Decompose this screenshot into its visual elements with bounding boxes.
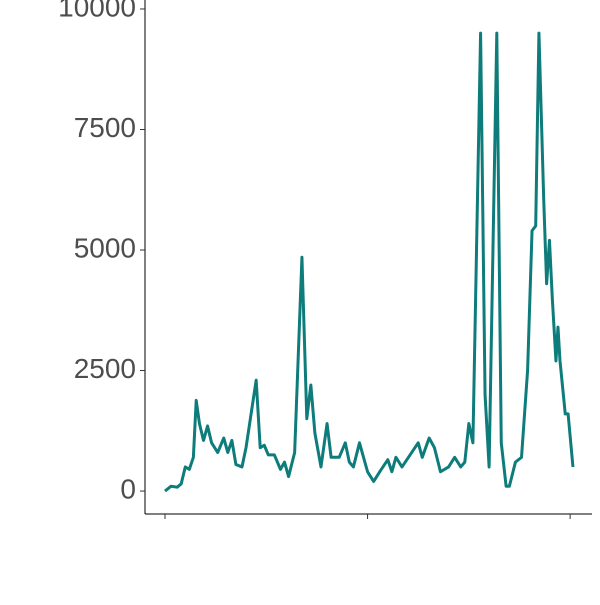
data-line bbox=[164, 31, 575, 493]
y-tick-label: 7500 bbox=[74, 112, 136, 143]
y-tick-label: 5000 bbox=[74, 232, 136, 263]
y-tick-label: 10000 bbox=[58, 0, 136, 22]
y-tick-label: 0 bbox=[120, 473, 136, 504]
y-tick-label: 2500 bbox=[74, 353, 136, 384]
